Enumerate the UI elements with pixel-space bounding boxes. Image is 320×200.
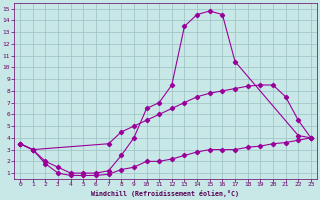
X-axis label: Windchill (Refroidissement éolien,°C): Windchill (Refroidissement éolien,°C): [92, 190, 239, 197]
